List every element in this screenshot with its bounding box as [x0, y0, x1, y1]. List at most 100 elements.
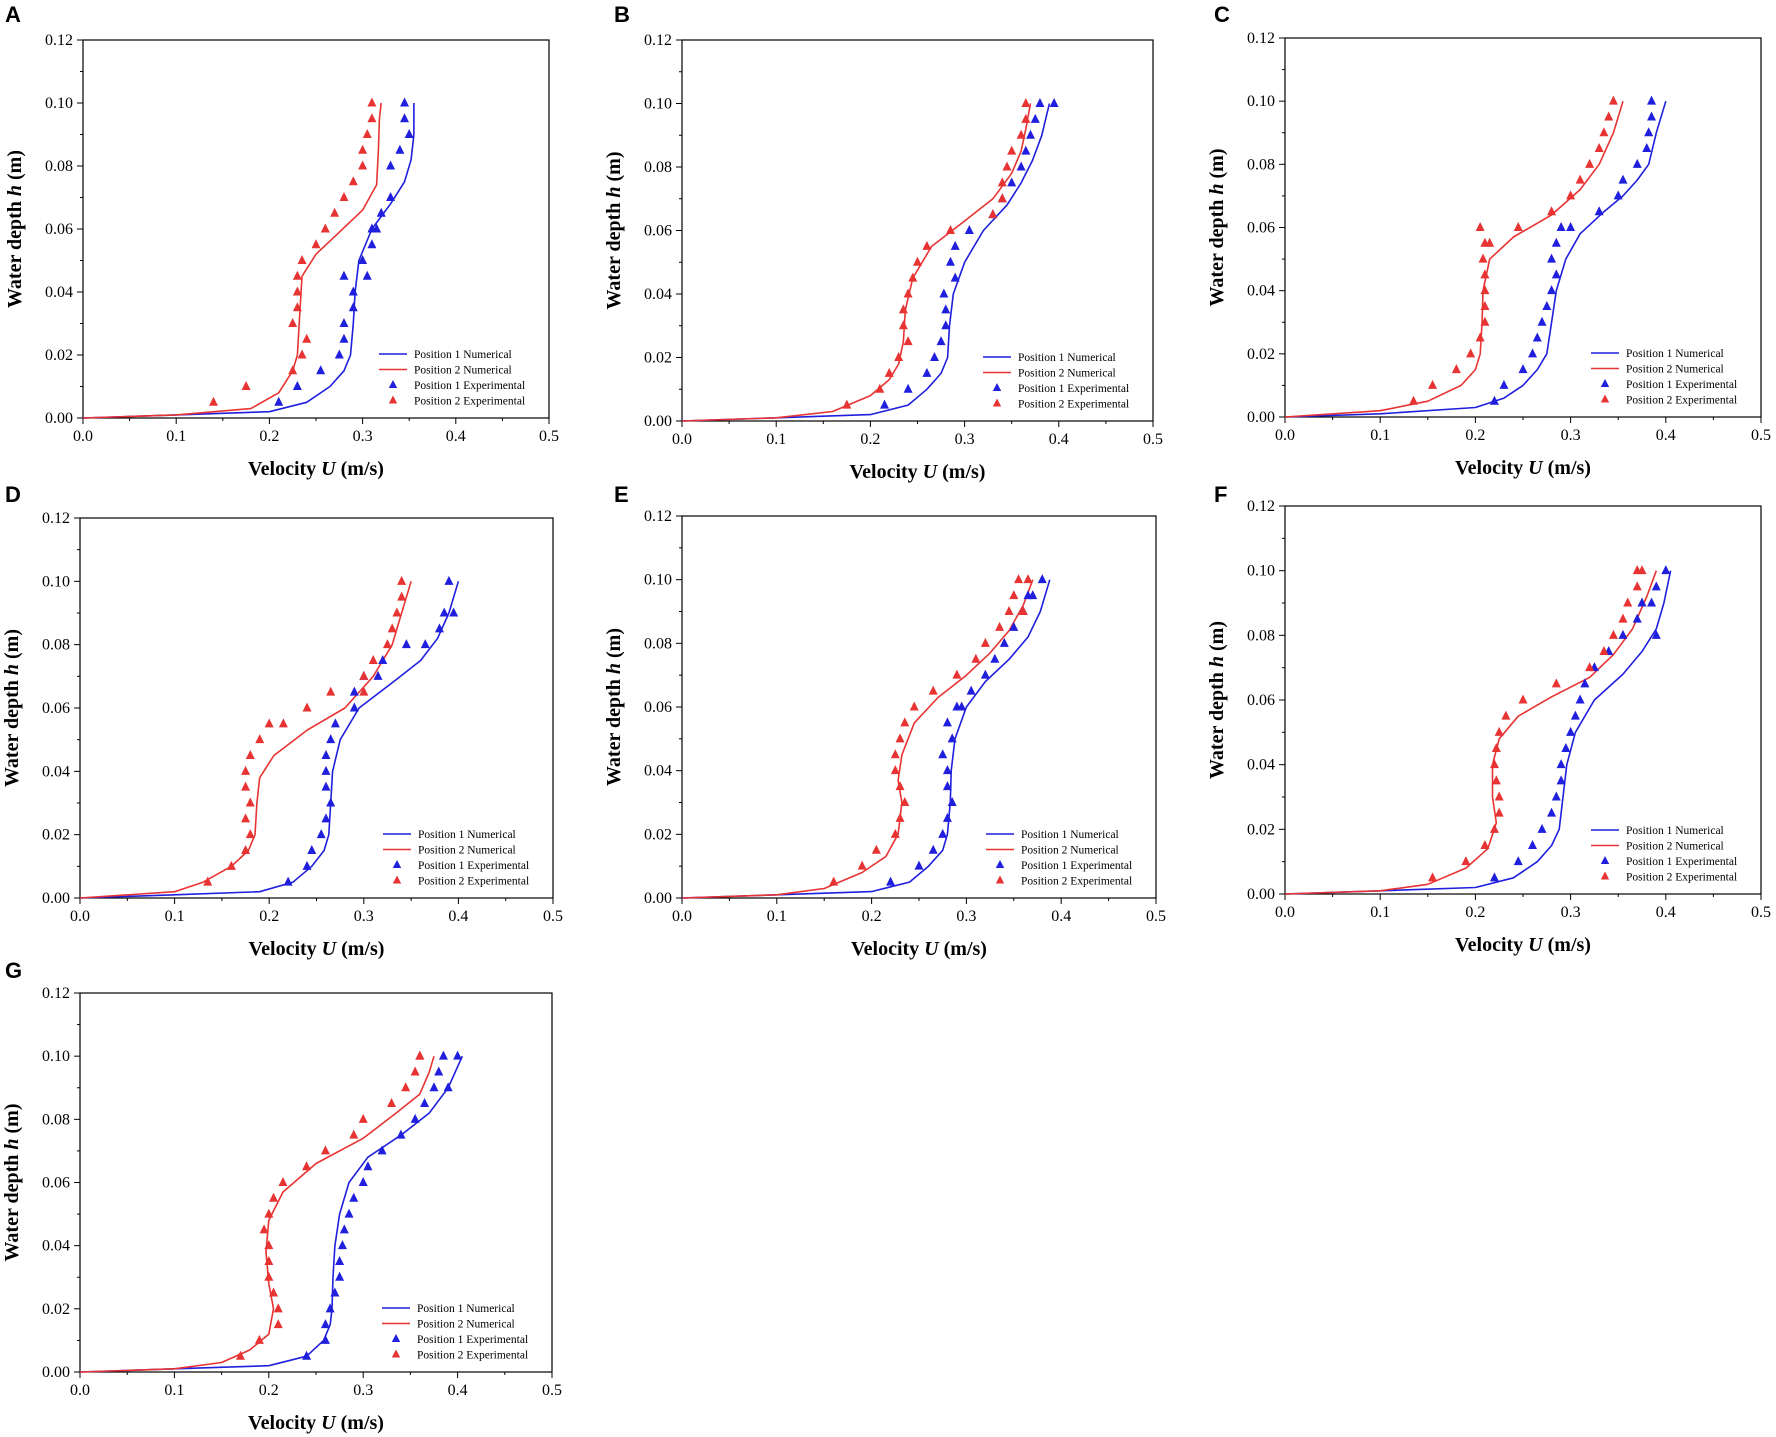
data-point: [1475, 222, 1485, 231]
data-point: [386, 160, 396, 170]
data-point: [1035, 98, 1045, 107]
y-axis-label-part: (m): [1, 1104, 23, 1139]
y-axis-label-part: Water depth: [603, 674, 625, 786]
data-point: [1014, 574, 1024, 584]
data-point: [942, 812, 952, 822]
y-tick-label: 0.06: [644, 699, 672, 716]
x-tick-label: 0.0: [1275, 427, 1295, 444]
data-point: [1618, 629, 1628, 639]
data-point: [1575, 694, 1585, 704]
data-point: [292, 286, 302, 296]
data-point: [400, 97, 410, 107]
data-point: [971, 653, 981, 663]
x-axis-label-part: (m/s): [937, 461, 985, 483]
data-point: [337, 1240, 347, 1250]
legend-marker-swatch: [1600, 871, 1610, 880]
legend-label: Position 2 Experimental: [1018, 399, 1129, 411]
data-point: [1551, 269, 1561, 279]
x-axis-label-part: (m/s): [1543, 457, 1591, 479]
y-tick-label: 0.06: [42, 700, 70, 717]
data-point: [367, 113, 377, 123]
data-point: [980, 637, 990, 647]
panel-letter: B: [614, 2, 630, 27]
data-point: [1580, 678, 1590, 688]
data-point: [1613, 190, 1623, 200]
data-point: [349, 1192, 359, 1202]
data-point: [1551, 237, 1561, 247]
data-point: [348, 302, 358, 312]
data-point: [382, 639, 392, 649]
data-point: [1637, 565, 1647, 575]
x-axis-label-part: U: [321, 1412, 337, 1434]
x-tick-label: 0.0: [73, 428, 93, 445]
data-point: [1518, 364, 1528, 374]
data-point: [1466, 348, 1476, 358]
data-point: [401, 639, 411, 649]
data-point: [241, 845, 251, 854]
x-tick-label: 0.4: [1656, 904, 1676, 921]
x-tick-label: 0.2: [1465, 427, 1485, 444]
data-point: [349, 686, 359, 696]
data-point: [1480, 316, 1490, 326]
data-point: [376, 207, 386, 217]
legend-label: Position 1 Experimental: [414, 380, 525, 392]
data-point: [203, 876, 213, 886]
legend-label: Position 2 Numerical: [1018, 368, 1116, 380]
data-point: [890, 749, 900, 759]
data-point: [929, 352, 939, 361]
x-axis-label: Velocity U (m/s): [1455, 934, 1591, 956]
data-point: [392, 607, 402, 617]
data-point: [326, 686, 336, 696]
data-point: [1485, 237, 1495, 247]
x-tick-label: 0.0: [672, 431, 692, 448]
x-tick-label: 0.3: [353, 1382, 373, 1399]
y-tick-label: 0.12: [1247, 498, 1275, 515]
series-line-1: [681, 103, 1051, 422]
data-point: [922, 367, 932, 377]
series-line-2: [79, 581, 412, 899]
series-line-2: [681, 103, 1032, 422]
data-point: [1021, 113, 1031, 123]
x-tick-label: 0.3: [354, 908, 374, 925]
data-point: [1491, 775, 1501, 785]
data-point: [241, 765, 251, 775]
data-point: [997, 193, 1007, 203]
data-point: [1618, 613, 1628, 623]
data-point: [942, 717, 952, 727]
y-tick-label: 0.00: [644, 413, 672, 430]
data-point: [1637, 597, 1647, 607]
data-point: [1556, 222, 1566, 231]
data-point: [1547, 206, 1557, 216]
legend-label: Position 1 Numerical: [414, 349, 512, 361]
y-tick-label: 0.04: [644, 763, 672, 780]
x-tick-label: 0.2: [1465, 904, 1485, 921]
data-point: [957, 701, 967, 711]
series-line-2: [82, 102, 382, 419]
data-point: [1644, 127, 1654, 137]
data-point: [842, 399, 852, 409]
data-point: [273, 1319, 283, 1329]
data-point: [302, 333, 312, 343]
data-point: [964, 225, 974, 234]
data-point: [307, 845, 317, 854]
y-tick-label: 0.02: [644, 350, 672, 367]
y-tick-label: 0.00: [42, 1364, 70, 1381]
y-tick-label: 0.08: [45, 158, 73, 175]
data-point: [1632, 581, 1642, 591]
y-tick-label: 0.02: [1247, 821, 1275, 838]
panel-letter: F: [1214, 482, 1227, 507]
plot-frame: [82, 39, 550, 419]
data-point: [1501, 710, 1511, 720]
data-point: [259, 1224, 269, 1234]
data-point: [1528, 348, 1538, 358]
data-point: [358, 1113, 368, 1123]
data-point: [1661, 565, 1671, 575]
data-point: [1551, 678, 1561, 688]
x-tick-label: 0.3: [353, 428, 373, 445]
data-point: [449, 607, 459, 617]
data-point: [1016, 129, 1026, 139]
plot-frame: [79, 517, 554, 899]
data-point: [358, 1177, 368, 1186]
y-axis-label-part: h: [1, 664, 23, 675]
data-point: [320, 1145, 330, 1155]
